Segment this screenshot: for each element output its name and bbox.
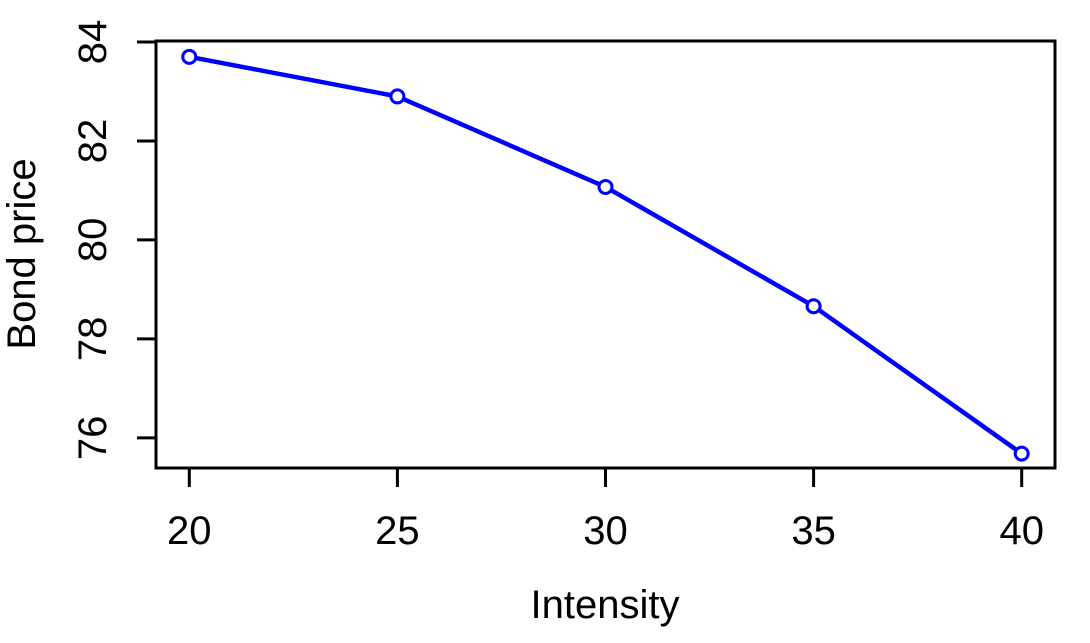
- ticks-layer: 20 25 30 35 40 76 78 80 82 84: [71, 20, 1044, 553]
- plot-frame: [154, 39, 1057, 470]
- data-point-marker: [597, 178, 614, 195]
- x-tick-label: 30: [583, 509, 628, 553]
- y-tick-label: 78: [71, 317, 115, 362]
- data-point-marker: [181, 48, 198, 65]
- y-tick-label: 76: [71, 416, 115, 461]
- data-point-marker: [389, 88, 406, 105]
- series-layer: [181, 48, 1030, 462]
- x-tick-label: 35: [791, 509, 836, 553]
- data-point-marker: [805, 298, 822, 315]
- x-axis-label: Intensity: [531, 583, 680, 627]
- x-tick-label: 40: [999, 509, 1044, 553]
- data-point-marker: [1013, 445, 1030, 462]
- y-tick-label: 84: [71, 20, 115, 65]
- x-tick-label: 20: [167, 509, 212, 553]
- y-tick-label: 82: [71, 119, 115, 164]
- series-line: [187, 54, 1024, 456]
- y-tick-label: 80: [71, 218, 115, 262]
- y-axis-label: Bond price: [0, 158, 44, 349]
- x-tick-label: 25: [375, 509, 420, 553]
